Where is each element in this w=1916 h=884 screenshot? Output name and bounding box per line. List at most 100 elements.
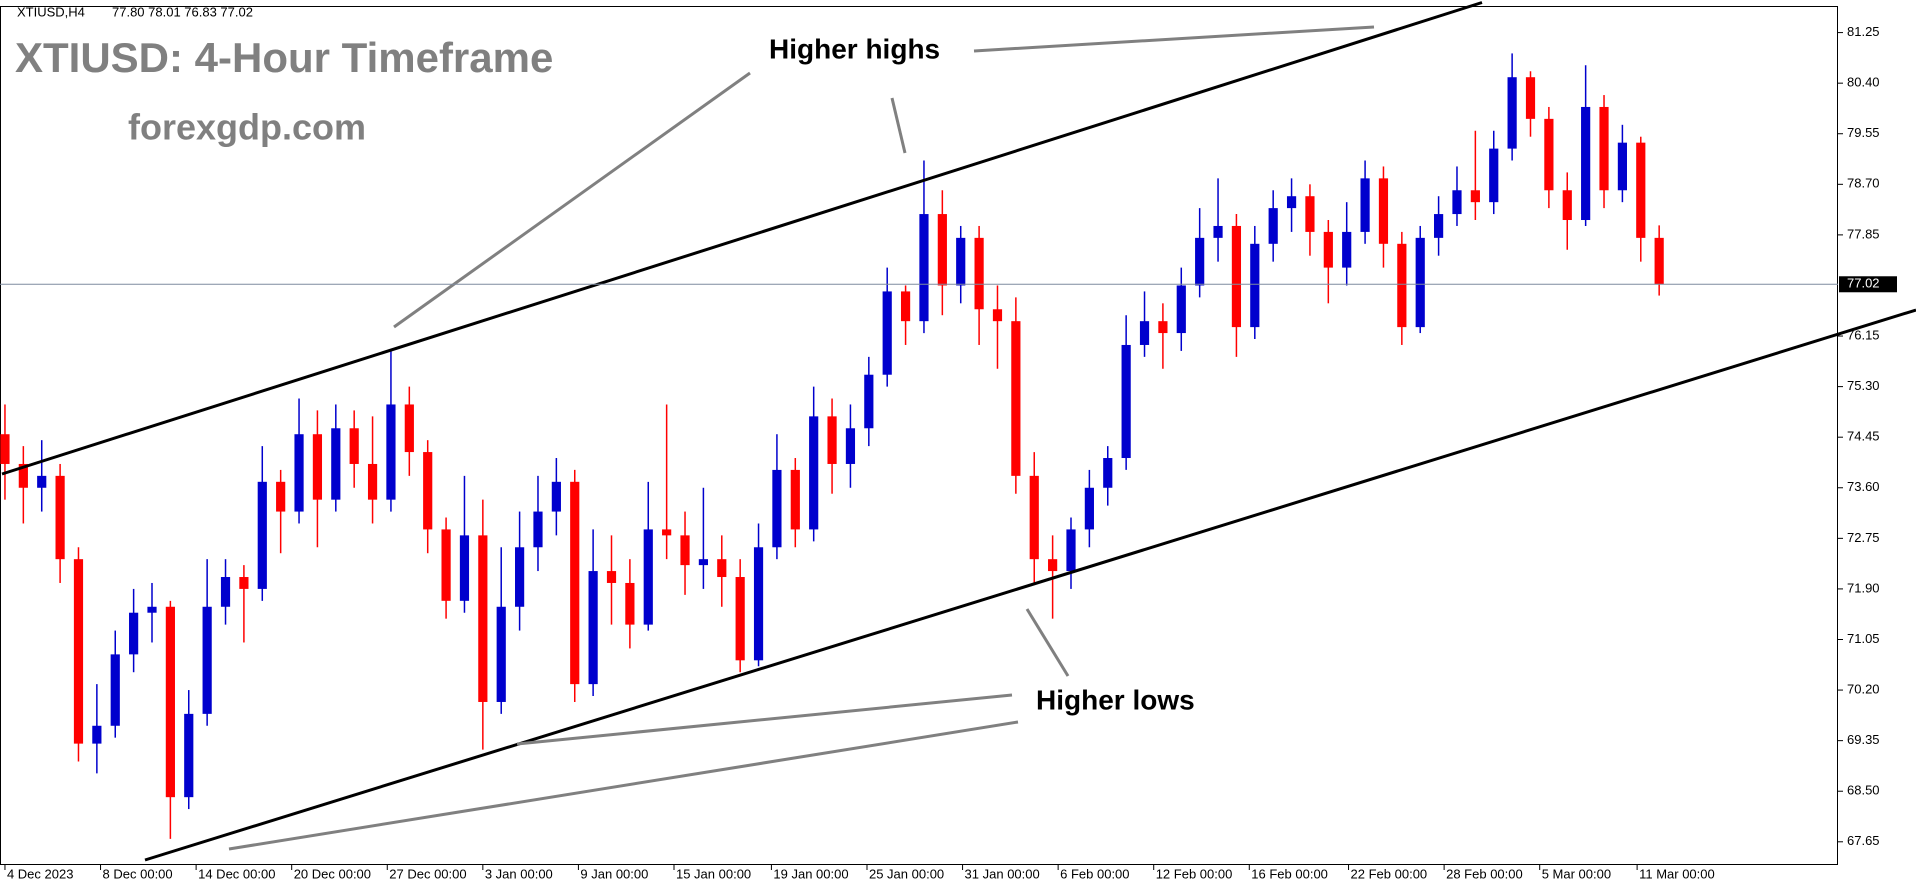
candle-body <box>349 428 359 464</box>
candle-body <box>1029 475 1039 560</box>
candle-body <box>625 582 635 625</box>
candle-body <box>753 547 764 661</box>
x-tick-label: 5 Mar 00:00 <box>1542 866 1611 881</box>
chart-title: XTIUSD: 4-Hour Timeframe <box>15 34 553 81</box>
candle-body <box>1581 106 1591 221</box>
candle-body <box>662 529 672 536</box>
candle-body <box>37 475 47 488</box>
x-tick-label: 3 Jan 00:00 <box>485 866 553 881</box>
pointer <box>973 25 1375 53</box>
pointer <box>516 693 1013 746</box>
candle-body <box>1452 190 1462 215</box>
candle-body <box>239 577 249 589</box>
candle-body <box>441 529 451 601</box>
chart-subtitle: forexgdp.com <box>128 107 366 148</box>
last-price-label: 77.02 <box>1847 276 1880 291</box>
x-tick-label: 4 Dec 2023 <box>7 866 74 881</box>
candle-body <box>92 725 102 744</box>
candle-body <box>1360 178 1370 232</box>
x-tick-label: 9 Jan 00:00 <box>580 866 648 881</box>
y-tick-label: 69.35 <box>1847 732 1880 747</box>
candle-body <box>570 481 580 685</box>
candle-body <box>1121 344 1131 459</box>
candle-body <box>404 404 414 453</box>
candle-body <box>735 577 745 661</box>
candle-body <box>956 237 966 286</box>
candle-body <box>1011 321 1021 476</box>
candle-body <box>1231 225 1242 328</box>
x-tick-label: 31 Jan 00:00 <box>965 866 1040 881</box>
candle-body <box>1286 196 1297 209</box>
candle-body <box>900 291 911 322</box>
candle-body <box>551 481 561 512</box>
x-tick-label: 20 Dec 00:00 <box>294 866 371 881</box>
candle-body <box>202 606 212 714</box>
candle-body <box>588 571 598 685</box>
x-tick-label: 25 Jan 00:00 <box>869 866 944 881</box>
candle-body <box>827 416 837 464</box>
y-tick-label: 74.45 <box>1847 429 1880 444</box>
candle-body <box>165 606 175 798</box>
x-tick-label: 14 Dec 00:00 <box>198 866 275 881</box>
candle-body <box>257 481 267 589</box>
candle-body <box>1489 148 1499 203</box>
candle-body <box>18 463 28 488</box>
candle-body <box>459 535 470 601</box>
x-tick-label: 28 Feb 00:00 <box>1446 866 1523 881</box>
pointer <box>228 720 1019 851</box>
x-tick-label: 12 Feb 00:00 <box>1156 866 1233 881</box>
y-tick-label: 75.30 <box>1847 378 1880 393</box>
candle-body <box>974 237 984 310</box>
candle-body <box>1562 190 1572 221</box>
candle-body <box>1617 142 1627 191</box>
x-tick-label: 19 Jan 00:00 <box>773 866 848 881</box>
last-price-box <box>1839 276 1897 293</box>
y-tick-label: 71.90 <box>1847 580 1880 595</box>
y-tick-label: 79.55 <box>1847 125 1880 140</box>
candle-body <box>129 612 139 655</box>
y-tick-label: 77.85 <box>1847 226 1880 241</box>
candle-body <box>1323 231 1333 268</box>
candle-body <box>515 547 525 607</box>
candle-body <box>1139 321 1150 345</box>
candle-body <box>1636 142 1646 238</box>
candle-body <box>1342 231 1352 268</box>
candle-body <box>1378 178 1389 244</box>
y-tick-label: 67.65 <box>1847 833 1880 848</box>
candle-body <box>1507 77 1517 149</box>
candle-body <box>220 577 231 607</box>
candle-body <box>294 434 304 512</box>
candle-body <box>1470 190 1480 203</box>
y-tick-label: 68.50 <box>1847 783 1880 798</box>
candle-body <box>1158 321 1168 334</box>
annotation-pointers <box>228 25 1375 851</box>
candle-body <box>1415 237 1425 328</box>
candle-body <box>919 214 929 322</box>
candle-body <box>937 214 947 286</box>
candle-body <box>147 606 157 613</box>
candle-body <box>533 511 543 548</box>
y-tick-label: 71.05 <box>1847 631 1880 646</box>
candle-body <box>1397 243 1407 328</box>
candle-body <box>717 559 727 578</box>
candle-body <box>698 559 708 566</box>
y-tick-label: 72.75 <box>1847 530 1880 545</box>
candle-body <box>73 559 84 744</box>
annotation: Higher highs <box>769 33 940 64</box>
candle-body <box>496 606 506 702</box>
y-tick-label: 73.60 <box>1847 479 1880 494</box>
annotation: Higher lows <box>1036 684 1195 715</box>
y-tick-label: 81.25 <box>1847 24 1880 39</box>
candle-body <box>882 291 892 375</box>
candle-body <box>809 416 819 530</box>
candle-body <box>643 529 653 625</box>
candle-body <box>331 428 341 500</box>
candle-body <box>1250 243 1260 328</box>
x-tick-label: 15 Jan 00:00 <box>676 866 751 881</box>
candle-body <box>680 535 690 566</box>
candle-body <box>478 535 488 702</box>
candle-body <box>1268 208 1278 244</box>
y-tick-label: 80.40 <box>1847 75 1880 90</box>
